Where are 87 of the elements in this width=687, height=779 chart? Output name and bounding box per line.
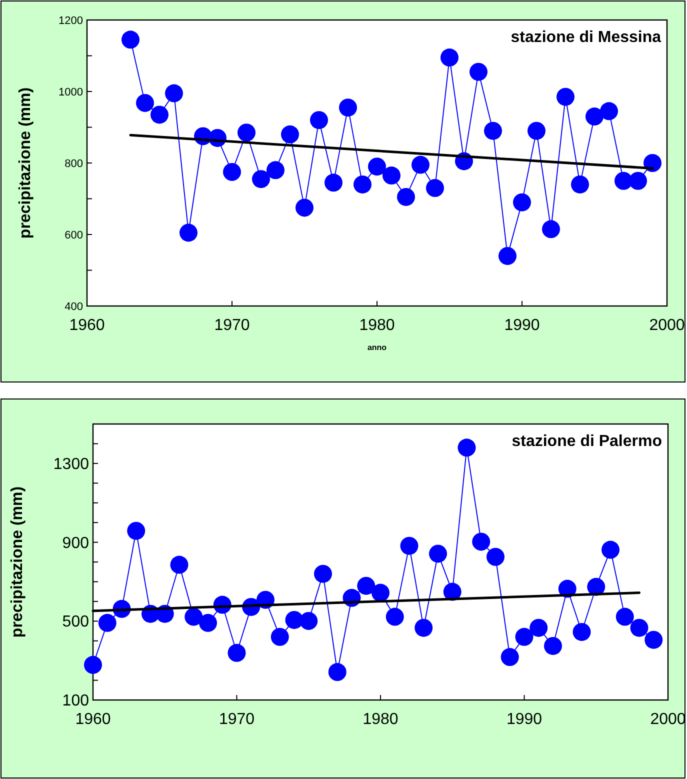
point: [199, 614, 217, 632]
point: [328, 663, 346, 682]
point: [184, 608, 203, 626]
x-tick-label: 1960: [75, 711, 111, 728]
point: [400, 536, 418, 555]
point: [339, 98, 357, 117]
point: [644, 154, 662, 172]
point: [324, 174, 342, 192]
point: [165, 84, 183, 102]
point: [314, 564, 332, 583]
y-tick-label: 1000: [58, 86, 83, 98]
y-tick-label: 800: [64, 158, 83, 170]
point: [515, 628, 534, 646]
x-axis-title: anno: [367, 343, 387, 352]
point: [170, 556, 188, 574]
y-axis-title: precipitazione (mm): [17, 87, 34, 239]
point: [556, 88, 574, 106]
point: [300, 612, 318, 630]
x-tick-label: 2000: [650, 711, 686, 728]
point: [571, 175, 589, 194]
point: [426, 179, 444, 198]
point: [472, 532, 490, 551]
x-tick-label: 1990: [504, 317, 540, 334]
point: [644, 630, 663, 649]
point: [600, 102, 618, 120]
y-tick-label: 1300: [53, 456, 90, 474]
point: [629, 172, 647, 190]
point: [440, 48, 458, 67]
point: [122, 30, 140, 49]
point: [98, 614, 116, 632]
y-axis-title: precipitazione (mm): [9, 486, 26, 638]
point: [498, 246, 516, 265]
point: [530, 618, 548, 637]
point: [296, 198, 314, 217]
point: [281, 125, 299, 144]
point: [266, 161, 284, 180]
point: [136, 94, 154, 112]
point: [614, 172, 632, 190]
point: [458, 438, 476, 457]
point: [310, 111, 328, 130]
point: [470, 62, 488, 81]
point: [150, 106, 168, 124]
y-tick-label: 500: [62, 614, 90, 631]
x-tick-label: 1970: [218, 711, 255, 728]
point: [542, 220, 560, 238]
y-tick-label: 600: [64, 229, 83, 242]
point: [386, 608, 404, 626]
point: [357, 576, 376, 595]
point: [414, 618, 433, 637]
point: [223, 162, 241, 181]
point: [368, 158, 386, 176]
point: [528, 122, 546, 140]
point: [252, 170, 270, 188]
x-tick-label: 1980: [359, 317, 395, 334]
point: [484, 122, 502, 140]
point: [127, 522, 146, 540]
x-tick-label: 1970: [214, 317, 250, 334]
point: [354, 175, 372, 194]
y-tick-label: 1200: [58, 14, 83, 27]
point: [513, 193, 531, 212]
text: stazione di Palermo: [512, 433, 662, 450]
point: [397, 188, 415, 206]
point: [412, 156, 430, 174]
point: [616, 608, 634, 626]
point: [372, 584, 390, 602]
point: [180, 224, 198, 242]
y-tick-label: 100: [62, 692, 90, 710]
point: [486, 548, 504, 566]
point: [84, 656, 102, 674]
point: [500, 648, 519, 666]
point: [382, 166, 400, 185]
x-tick-label: 1980: [362, 711, 398, 728]
point: [602, 540, 620, 559]
text: stazione di Messina: [510, 29, 662, 46]
point: [544, 636, 562, 655]
point: [270, 628, 289, 646]
point: [228, 644, 246, 662]
point: [586, 108, 604, 126]
point: [238, 124, 256, 142]
point: [429, 544, 447, 563]
point: [572, 622, 591, 641]
point: [630, 618, 648, 637]
y-tick-label: 400: [64, 300, 83, 313]
x-tick-label: 2000: [649, 317, 685, 334]
y-tick-label: 900: [62, 534, 90, 552]
x-tick-label: 1960: [69, 317, 105, 334]
x-tick-label: 1990: [506, 711, 542, 728]
